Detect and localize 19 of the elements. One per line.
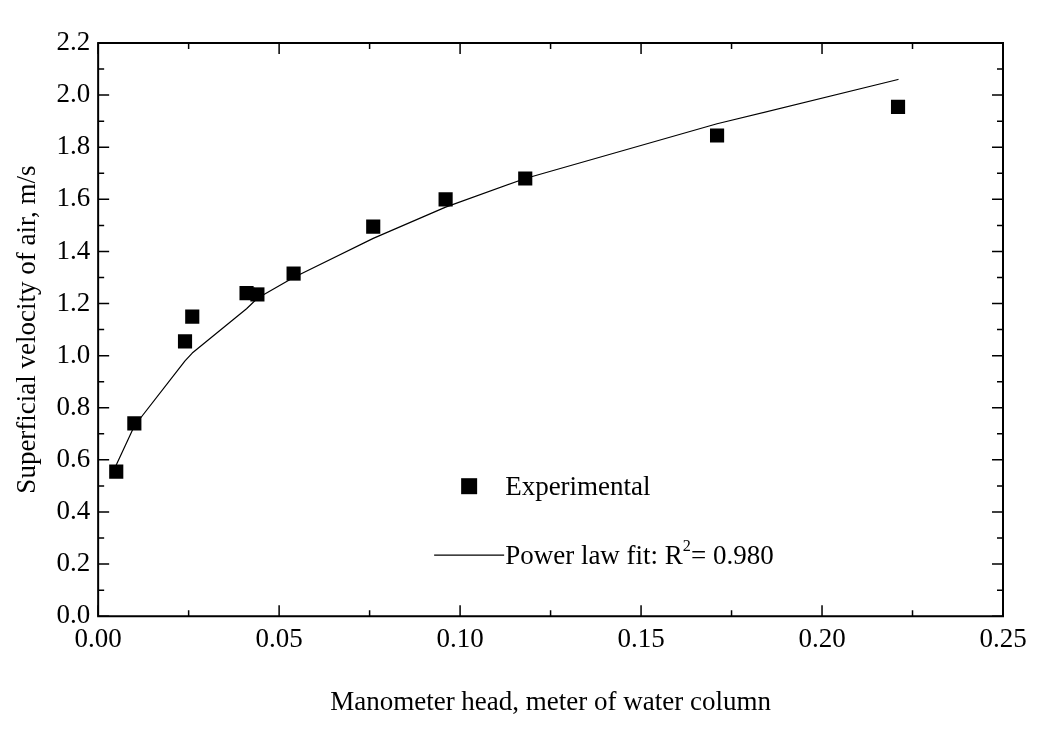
y-tick-label: 1.2 (56, 286, 91, 317)
x-tick-label: 0.05 (255, 623, 303, 654)
y-tick-label: 2.0 (56, 78, 91, 109)
x-tick-label: 0.15 (617, 623, 665, 654)
y-tick-label: 0.2 (56, 547, 91, 578)
y-tick-label: 1.8 (56, 130, 91, 161)
y-tick-label: 0.6 (56, 442, 91, 473)
x-tick-label: 0.10 (436, 623, 484, 654)
x-axis-title: Manometer head, meter of water column (330, 685, 772, 716)
y-tick-label: 2.2 (56, 26, 91, 57)
y-axis-title: Superficial velocity of air, m/s (11, 165, 42, 494)
y-tick-label: 0.8 (56, 390, 91, 421)
y-tick-label: 0.4 (56, 495, 91, 526)
x-tick-label: 0.25 (979, 623, 1027, 654)
y-tick-label: 1.6 (56, 182, 91, 213)
y-tick-label: 1.4 (56, 234, 91, 265)
x-tick-label: 0.20 (798, 623, 846, 654)
y-tick-label: 1.0 (56, 338, 91, 369)
legend-label: Experimental (505, 471, 651, 502)
